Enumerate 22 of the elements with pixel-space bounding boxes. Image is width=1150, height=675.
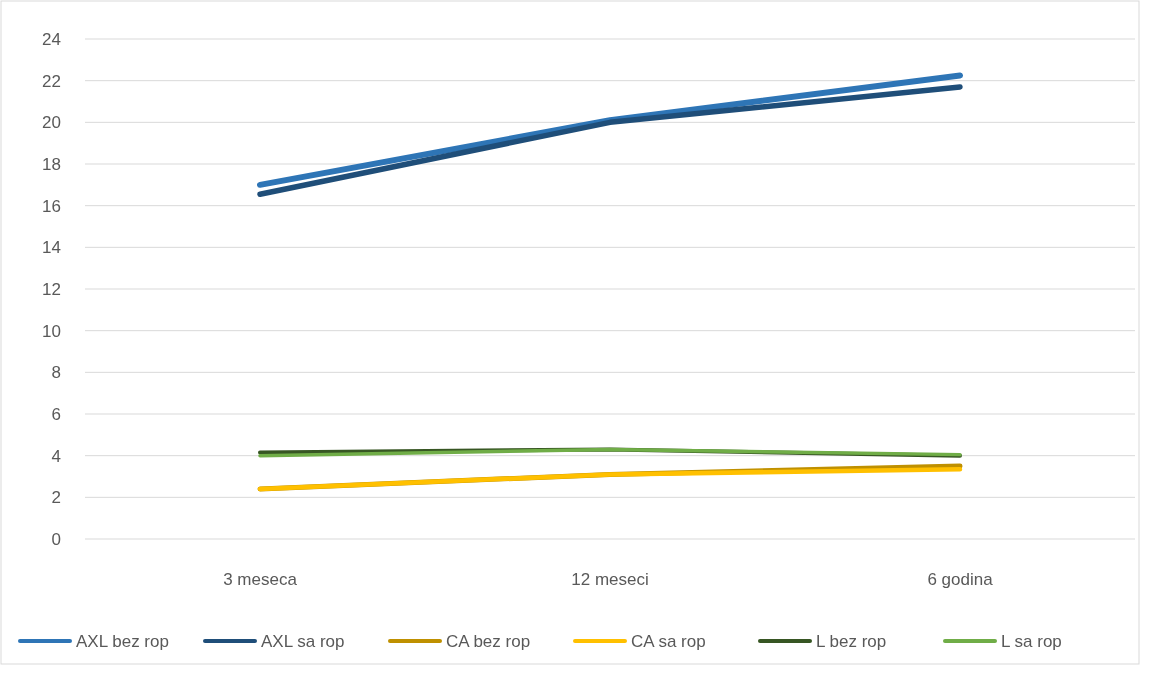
legend-label: AXL sa rop (261, 631, 345, 651)
y-tick-label: 0 (51, 529, 61, 549)
y-tick-label: 22 (42, 71, 61, 91)
y-tick-label: 8 (51, 363, 61, 383)
x-tick-label: 6 godina (927, 570, 994, 589)
legend-label: CA sa rop (631, 631, 706, 651)
x-tick-label: 3 meseca (223, 570, 298, 589)
y-tick-label: 10 (42, 321, 61, 341)
y-tick-label: 20 (42, 113, 61, 133)
legend-label: CA bez rop (446, 631, 531, 651)
y-tick-label: 24 (42, 29, 61, 49)
y-tick-label: 6 (51, 404, 61, 424)
legend-label: L bez rop (816, 631, 887, 651)
y-tick-label: 4 (51, 446, 61, 466)
x-tick-label: 12 meseci (571, 570, 649, 589)
y-tick-label: 16 (42, 196, 61, 216)
legend-label: AXL bez rop (76, 631, 169, 651)
y-tick-label: 12 (42, 279, 61, 299)
y-tick-label: 14 (42, 238, 61, 258)
y-tick-label: 2 (51, 488, 61, 508)
y-tick-label: 18 (42, 154, 61, 174)
legend-label: L sa rop (1001, 631, 1062, 651)
